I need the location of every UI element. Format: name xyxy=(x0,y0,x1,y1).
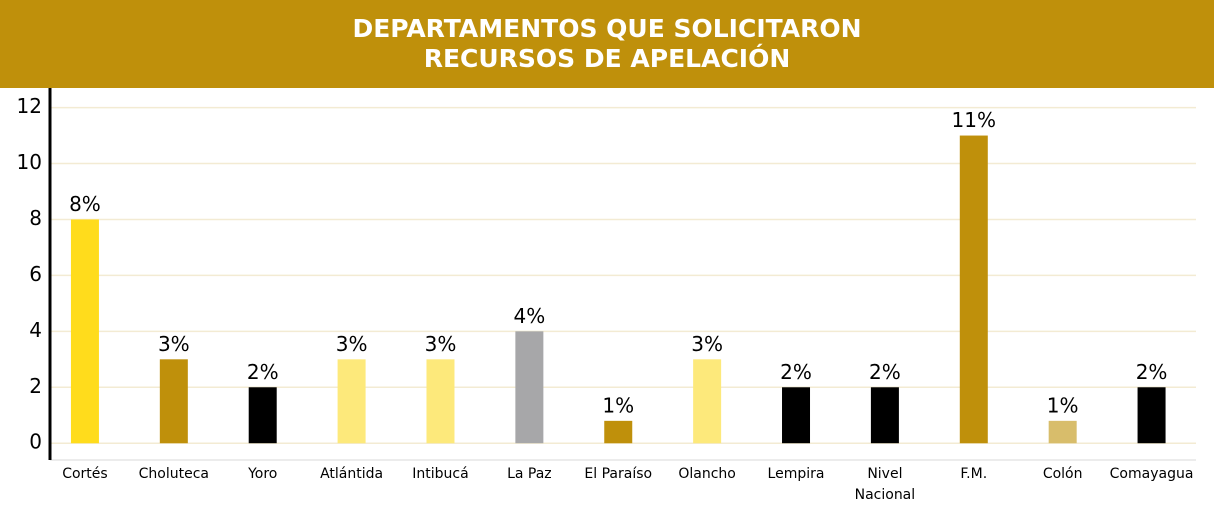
y-tick-label: 4 xyxy=(29,318,42,342)
bar xyxy=(248,387,277,444)
data-label: 8% xyxy=(69,192,101,216)
y-tick-label: 2 xyxy=(29,374,42,398)
bar xyxy=(870,387,899,444)
y-tick-label: 12 xyxy=(17,94,42,118)
bar xyxy=(959,135,988,444)
x-tick-label: Colón xyxy=(1042,466,1083,482)
chart-header: DEPARTAMENTOS QUE SOLICITARON RECURSOS D… xyxy=(0,0,1214,88)
chart-title: DEPARTAMENTOS QUE SOLICITARON xyxy=(352,14,862,43)
data-label: 4% xyxy=(513,304,545,328)
bar xyxy=(604,420,633,444)
bar xyxy=(159,359,188,444)
data-label: 3% xyxy=(691,332,723,356)
data-label: 2% xyxy=(780,360,812,384)
data-label: 2% xyxy=(1136,360,1168,384)
x-tick-label: Intibucá xyxy=(412,466,469,482)
data-label: 2% xyxy=(247,360,279,384)
x-tick-label: Atlántida xyxy=(320,466,384,482)
y-tick-label: 10 xyxy=(17,150,42,174)
x-tick-label: Choluteca xyxy=(138,466,209,482)
x-tick-label: F.M. xyxy=(960,466,988,482)
y-tick-label: 8 xyxy=(29,206,42,230)
bar xyxy=(782,387,811,444)
x-tick-label: Lempira xyxy=(767,466,825,482)
y-tick-label: 0 xyxy=(29,430,42,454)
y-tick-label: 6 xyxy=(29,262,42,286)
bar xyxy=(426,359,455,444)
data-label: 1% xyxy=(602,393,634,417)
bar xyxy=(693,359,722,444)
bar xyxy=(515,331,544,444)
x-tick-label: Comayagua xyxy=(1109,466,1194,482)
data-label: 3% xyxy=(425,332,457,356)
data-label: 2% xyxy=(869,360,901,384)
bar xyxy=(1137,387,1166,444)
data-label: 3% xyxy=(158,332,190,356)
bar xyxy=(1048,420,1077,444)
data-label: 1% xyxy=(1047,393,1079,417)
x-tick-label: Nivel Nacional xyxy=(854,466,916,503)
x-tick-label: El Paraíso xyxy=(584,466,653,482)
x-tick-label: Yoro xyxy=(248,466,278,482)
data-label: 3% xyxy=(336,332,368,356)
chart-title: RECURSOS DE APELACIÓN xyxy=(423,44,791,73)
data-label: 11% xyxy=(952,108,996,132)
x-tick-label: Olancho xyxy=(678,466,736,482)
x-tick-label: Cortés xyxy=(62,466,108,482)
bar xyxy=(70,219,99,444)
x-tick-label: La Paz xyxy=(507,466,552,482)
bar xyxy=(337,359,366,444)
